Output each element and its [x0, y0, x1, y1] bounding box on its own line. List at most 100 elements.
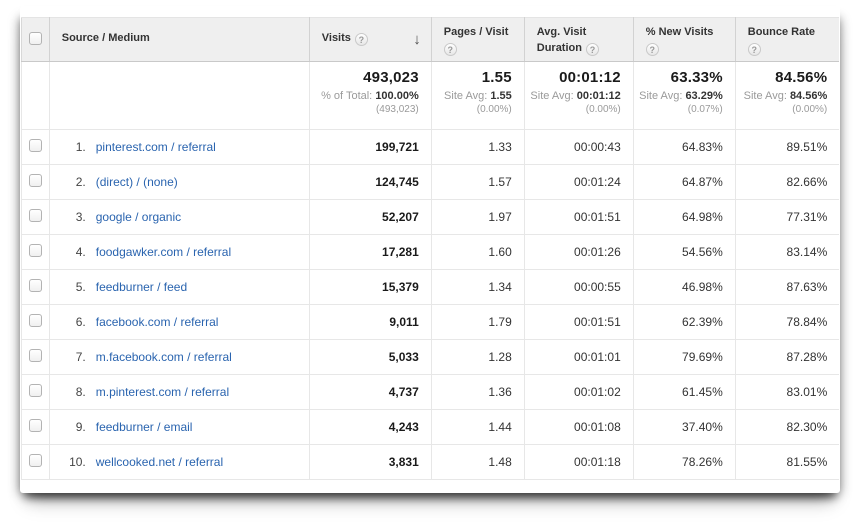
bounce-rate-cell: 82.30%	[735, 409, 840, 445]
avg-duration-cell: 00:01:51	[524, 304, 634, 340]
row-checkbox-cell	[20, 339, 50, 375]
row-checkbox[interactable]	[28, 384, 42, 397]
bounce-rate-cell: 83.14%	[735, 234, 840, 270]
table-row: 2. (direct) / (none) 124,745 1.57 00:01:2…	[20, 164, 840, 200]
pages-visit-cell: 1.57	[431, 164, 525, 200]
avg-duration-cell: 00:00:55	[524, 269, 634, 305]
visits-cell: 15,379	[309, 269, 432, 305]
help-icon[interactable]: ?	[354, 33, 368, 46]
source-medium-link[interactable]: foodgawker.com / referral	[95, 245, 232, 259]
summary-pages-delta: (0.00%)	[476, 104, 512, 115]
select-all-checkbox[interactable]	[28, 31, 42, 45]
summary-duration-delta: (0.00%)	[585, 104, 621, 115]
summary-bounce-value: 84.56%	[775, 69, 828, 86]
summary-pages-value: 1.55	[481, 69, 512, 86]
source-medium-link[interactable]: m.pinterest.com / referral	[95, 385, 230, 399]
table-row: 5. feedburner / feed 15,379 1.34 00:00:55…	[20, 269, 840, 305]
source-medium-link[interactable]: m.facebook.com / referral	[95, 350, 232, 364]
summary-row: 493,023 % of Total: 100.00% (493,023) 1.…	[20, 61, 840, 130]
source-medium-cell: 6. facebook.com / referral	[49, 304, 310, 340]
summary-empty-source-cell	[49, 61, 310, 130]
header-avg-visit-duration[interactable]: Avg. Visit Duration?	[524, 17, 634, 62]
avg-duration-cell: 00:01:08	[524, 409, 634, 445]
summary-bounce-rate-cell: 84.56% Site Avg: 84.56% (0.00%)	[735, 61, 840, 130]
table-body: 1. pinterest.com / referral 199,721 1.33 …	[20, 129, 840, 480]
help-icon[interactable]: ?	[443, 43, 457, 56]
row-checkbox[interactable]	[28, 349, 42, 362]
header-source-medium[interactable]: Source / Medium	[49, 17, 310, 62]
avg-duration-cell: 00:01:18	[524, 444, 634, 480]
row-checkbox-cell	[20, 304, 50, 340]
pages-visit-cell: 1.36	[431, 374, 525, 410]
source-medium-link[interactable]: google / organic	[95, 210, 182, 224]
source-medium-link[interactable]: facebook.com / referral	[95, 315, 219, 329]
row-checkbox[interactable]	[28, 419, 42, 432]
source-medium-cell: 3. google / organic	[49, 199, 310, 235]
row-checkbox-cell	[20, 374, 50, 410]
header-source-medium-label: Source / Medium	[61, 32, 150, 44]
help-icon[interactable]: ?	[585, 43, 599, 56]
new-visits-cell: 37.40%	[633, 409, 736, 445]
row-rank: 10.	[69, 455, 86, 469]
summary-bounce-sub-value: 84.56%	[789, 90, 828, 102]
summary-bounce-delta: (0.00%)	[792, 104, 828, 115]
summary-bounce-sub-label: Site Avg:	[743, 90, 787, 102]
source-medium-cell: 10. wellcooked.net / referral	[49, 444, 310, 480]
summary-pages-sub-label: Site Avg:	[444, 90, 488, 102]
header-visits-label: Visits	[321, 32, 351, 44]
row-checkbox-cell	[20, 234, 50, 270]
bounce-rate-cell: 77.31%	[735, 199, 840, 235]
new-visits-cell: 54.56%	[633, 234, 736, 270]
row-checkbox[interactable]	[28, 244, 42, 257]
table-row: 8. m.pinterest.com / referral 4,737 1.36 …	[20, 374, 840, 410]
source-medium-link[interactable]: feedburner / feed	[95, 280, 188, 294]
row-checkbox[interactable]	[28, 314, 42, 327]
pages-visit-cell: 1.48	[431, 444, 525, 480]
help-icon[interactable]: ?	[747, 43, 761, 56]
pages-visit-cell: 1.28	[431, 339, 525, 375]
summary-new-visits-sub-value: 63.29%	[685, 90, 723, 102]
row-checkbox[interactable]	[28, 139, 42, 152]
avg-duration-cell: 00:01:01	[524, 339, 634, 375]
source-medium-link[interactable]: wellcooked.net / referral	[95, 455, 224, 469]
row-checkbox[interactable]	[28, 454, 42, 467]
source-medium-link[interactable]: feedburner / email	[95, 420, 193, 434]
visits-cell: 17,281	[309, 234, 432, 270]
header-visits[interactable]: ↓ Visits?	[309, 17, 432, 62]
table-header-row: Source / Medium ↓ Visits? Pages / Visit …	[20, 17, 840, 62]
source-medium-cell: 2. (direct) / (none)	[49, 164, 310, 200]
table-row: 1. pinterest.com / referral 199,721 1.33 …	[20, 129, 840, 165]
row-checkbox-cell	[20, 444, 50, 480]
summary-empty-check-cell	[20, 61, 50, 130]
table-row: 3. google / organic 52,207 1.97 00:01:51 …	[20, 199, 840, 235]
visits-cell: 3,831	[309, 444, 432, 480]
source-medium-cell: 7. m.facebook.com / referral	[49, 339, 310, 375]
header-pages-visit-label: Pages / Visit	[443, 26, 509, 38]
row-checkbox[interactable]	[28, 279, 42, 292]
row-checkbox[interactable]	[28, 209, 42, 222]
table-row: 7. m.facebook.com / referral 5,033 1.28 0…	[20, 339, 840, 375]
row-rank: 1.	[75, 140, 86, 154]
row-checkbox[interactable]	[28, 174, 42, 187]
select-all-header-cell	[20, 17, 50, 62]
help-icon[interactable]: ?	[645, 43, 659, 56]
source-medium-link[interactable]: pinterest.com / referral	[95, 140, 216, 154]
sort-descending-icon[interactable]: ↓	[413, 31, 421, 48]
header-avg-duration-label-line2: Duration	[536, 42, 582, 54]
header-pages-visit[interactable]: Pages / Visit ?	[431, 17, 525, 62]
avg-duration-cell: 00:01:02	[524, 374, 634, 410]
row-rank: 4.	[75, 245, 86, 259]
new-visits-cell: 79.69%	[633, 339, 736, 375]
summary-avg-duration-cell: 00:01:12 Site Avg: 00:01:12 (0.00%)	[524, 61, 634, 130]
source-medium-link[interactable]: (direct) / (none)	[95, 175, 178, 189]
header-new-visits[interactable]: % New Visits ?	[633, 17, 736, 62]
visits-cell: 9,011	[309, 304, 432, 340]
table-row: 10. wellcooked.net / referral 3,831 1.48 …	[20, 444, 840, 480]
new-visits-cell: 61.45%	[633, 374, 736, 410]
header-bounce-rate[interactable]: Bounce Rate ?	[735, 17, 840, 62]
row-checkbox-cell	[20, 269, 50, 305]
summary-visits-sub-label: % of Total:	[321, 90, 373, 102]
summary-new-visits-cell: 63.33% Site Avg: 63.29% (0.07%)	[633, 61, 736, 130]
row-rank: 9.	[75, 420, 86, 434]
summary-visits-sub-value: 100.00%	[375, 90, 419, 102]
